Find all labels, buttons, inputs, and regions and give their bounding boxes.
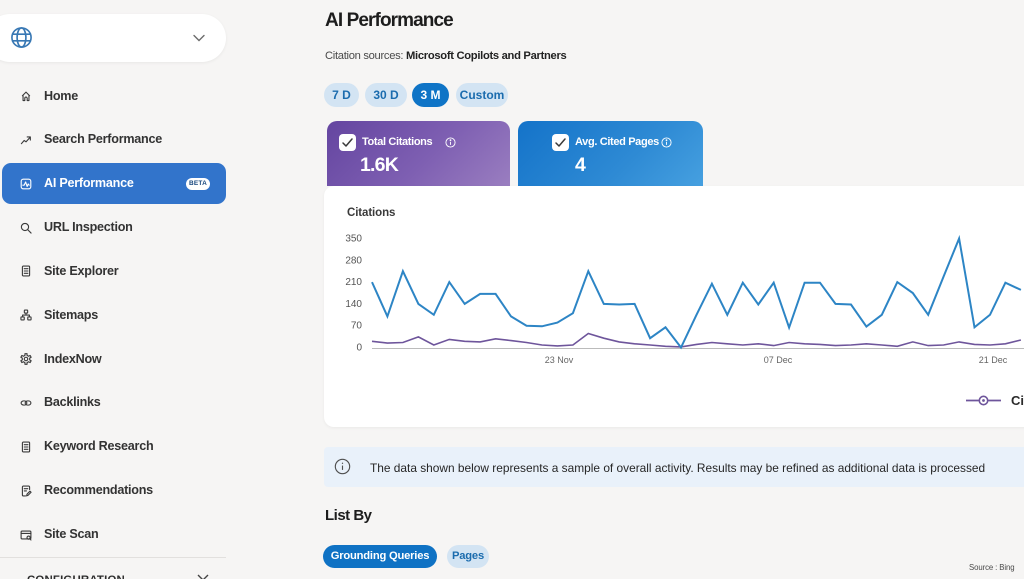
svg-text:0: 0 [356, 343, 362, 354]
svg-text:21 Dec: 21 Dec [979, 355, 1008, 365]
svg-text:140: 140 [345, 299, 362, 310]
svg-text:210: 210 [345, 277, 362, 288]
svg-text:23 Nov: 23 Nov [545, 355, 574, 365]
svg-text:280: 280 [345, 255, 362, 266]
svg-text:Cit: Cit [1011, 393, 1024, 408]
svg-text:07 Dec: 07 Dec [764, 355, 793, 365]
svg-text:70: 70 [351, 321, 363, 332]
svg-text:350: 350 [345, 234, 362, 245]
